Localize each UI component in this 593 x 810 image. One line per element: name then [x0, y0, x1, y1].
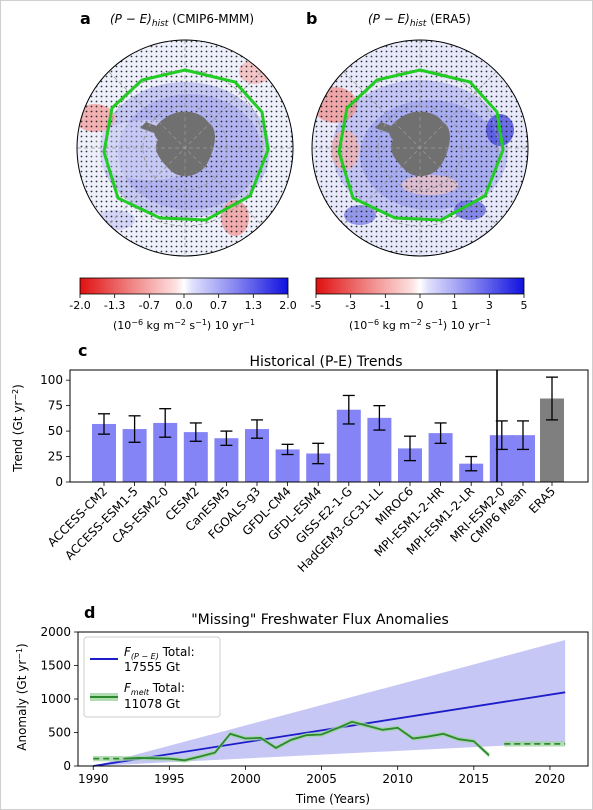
bar-layer: 0255075100ACCESS-CM2ACCESS-ESM1-5CAS-ESM…	[40, 373, 564, 575]
panel-d-ylabel: Anomaly (Gt yr−1)	[15, 643, 29, 750]
panel-c-frame	[69, 369, 589, 483]
panel-c-ylabel: Trend (Gt yr−2)	[11, 384, 25, 473]
panel-letter-a: a	[80, 9, 91, 28]
x-tick-label: 2000	[230, 772, 261, 786]
legend: F(P − E) Total: 11078 Gt 17555 Gt Fmelt …	[83, 636, 221, 718]
y-tick-label: 50	[48, 424, 63, 438]
x-tick-label: 2015	[459, 772, 490, 786]
antarctica-a	[154, 111, 215, 177]
panel-c-title: Historical (P-E) Trends	[249, 354, 402, 370]
y-tick-label: 1500	[40, 659, 71, 673]
colorbar-b	[315, 277, 525, 295]
panel-d-xlabel: Time (Years)	[295, 792, 370, 806]
bar	[459, 463, 484, 482]
legend-melt-label: Fmelt Total:	[124, 681, 185, 697]
colorbar-tick-label: 2.0	[279, 299, 297, 312]
colorbar-tick-label: 1	[451, 299, 458, 312]
colorbar-b-ticks: -5 -3 -1 0 1 3 5	[311, 294, 528, 312]
panel-a-title: (P − E)hist (CMIP6-MMM)	[110, 12, 254, 29]
ocean-boundary-b	[337, 68, 505, 222]
panel-c: c Historical (P-E) Trends Trend (Gt yr−2…	[11, 341, 589, 575]
x-tick-label: 2005	[306, 772, 337, 786]
colorbar-tick-label: 0.0	[175, 299, 193, 312]
melt-line	[123, 720, 490, 762]
line-layer: 1990 1995 2000 2005 2010 2015 2020 0 500 1000 1500…	[40, 625, 566, 786]
x-tick-label: 1995	[154, 772, 185, 786]
colorbar-b-label: (10−6 kg m−2 s−1) 10 yr−1	[349, 318, 491, 332]
colorbar-tick-label: 0	[417, 299, 424, 312]
panel-d: d "Missing" Freshwater Flux Anomalies An…	[15, 603, 589, 806]
colorbar-tick-label: -1	[380, 299, 391, 312]
panel-letter-c: c	[78, 341, 87, 360]
ocean-boundary-a	[102, 68, 270, 222]
y-tick-label: 0	[55, 475, 63, 489]
panel-letter-d: d	[84, 603, 95, 622]
panel-d-frame	[77, 631, 589, 767]
x-tick-label: 1990	[78, 772, 109, 786]
panel-d-title: "Missing" Freshwater Flux Anomalies	[191, 612, 449, 628]
colorbar-tick-label: 3	[486, 299, 493, 312]
colorbar-a-label: (10−6 kg m−2 s−1) 10 yr−1	[113, 318, 255, 332]
colorbar-a	[79, 277, 289, 295]
colorbar-tick-label: 0.7	[210, 299, 228, 312]
legend-melt-total: 11078 Gt	[124, 697, 180, 711]
map-b	[312, 40, 528, 256]
colorbar-tick-label: -2.0	[69, 299, 90, 312]
y-tick-label: 500	[48, 726, 71, 740]
colorbar-tick-label: -0.7	[139, 299, 160, 312]
colorbar-tick-label: -3	[345, 299, 356, 312]
y-tick-label: 25	[48, 450, 63, 464]
colorbar-tick-label: -5	[311, 299, 322, 312]
y-tick-label: 0	[63, 759, 71, 773]
colorbar-tick-label: -1.3	[104, 299, 125, 312]
panel-b: b (P − E)hist (ERA5) -5 -3 -1 0 1 3 5 (1	[306, 9, 529, 332]
x-tick-label: ERA5	[526, 484, 558, 516]
legend-pe-total-value: 17555 Gt	[124, 660, 180, 674]
y-tick-label: 100	[40, 373, 63, 387]
y-tick-label: 75	[48, 399, 63, 413]
legend-pe-label: F(P − E) Total:	[124, 645, 195, 661]
x-tick-label: 2010	[382, 772, 413, 786]
panel-b-title: (P − E)hist (ERA5)	[368, 12, 471, 29]
y-tick-label: 2000	[40, 625, 71, 639]
colorbar-tick-label: 1.3	[245, 299, 263, 312]
antarctica-b	[389, 111, 450, 177]
panel-a: a (P − E)hist (CMIP6-MMM) -2.0 -1.3 -0.7 0.…	[69, 9, 296, 332]
y-tick-label: 1000	[40, 692, 71, 706]
colorbar-tick-label: 5	[521, 299, 528, 312]
panel-letter-b: b	[306, 9, 317, 28]
colorbar-a-ticks: -2.0 -1.3 -0.7 0.0 0.7 1.3 2.0	[69, 294, 297, 312]
x-tick-label: 2020	[535, 772, 566, 786]
